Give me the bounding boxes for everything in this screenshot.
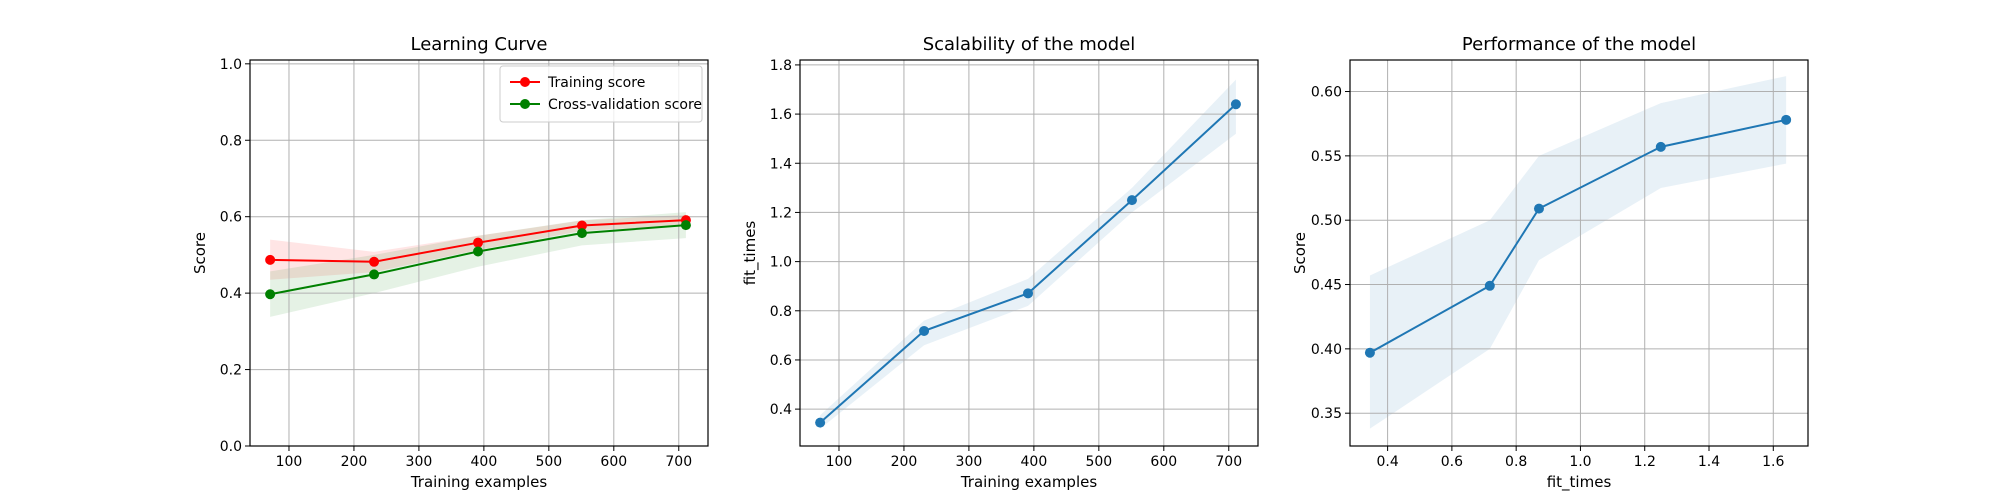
performance-ytick-label: 0.55 bbox=[1311, 149, 1342, 165]
scalability-ylabel: fit_times bbox=[741, 221, 760, 286]
learning-xtick-label: 300 bbox=[406, 454, 433, 470]
performance-ylabel: Score bbox=[1291, 232, 1309, 274]
performance-title: Performance of the model bbox=[1462, 34, 1696, 55]
scalability-xtick-label: 100 bbox=[826, 454, 853, 470]
performance-series-0-point bbox=[1781, 114, 1792, 125]
learning-xtick-label: 500 bbox=[535, 454, 562, 470]
performance-xtick-label: 1.4 bbox=[1698, 454, 1720, 470]
scalability-series-0-point bbox=[1126, 195, 1137, 206]
scalability-series-0-point bbox=[919, 325, 930, 336]
performance-ytick-label: 0.40 bbox=[1311, 342, 1342, 358]
performance-ytick-label: 0.60 bbox=[1311, 85, 1342, 101]
learning-series-1-point bbox=[680, 220, 691, 231]
scalability-title: Scalability of the model bbox=[923, 34, 1136, 55]
scalability-ytick-label: 1.6 bbox=[770, 107, 792, 123]
learning-ytick-label: 0.8 bbox=[220, 133, 242, 149]
legend-cross-validation-label: Cross-validation score bbox=[548, 97, 702, 113]
performance-ytick-label: 0.35 bbox=[1311, 406, 1342, 422]
scalability-panel: 100 200 300 400 500 600 700 0.4 0.6 0.8 1.0 1.2 1.4 1… bbox=[741, 34, 1259, 491]
scalability-ytick-label: 1.8 bbox=[770, 58, 792, 74]
scalability-frame bbox=[799, 59, 1259, 447]
learning-xtick-label: 700 bbox=[665, 454, 692, 470]
scalability-ticks: 100 200 300 400 500 600 700 0.4 0.6 0.8 1.0 1.2 1.4 1… bbox=[770, 58, 1242, 470]
learning-series-1-point bbox=[473, 246, 484, 257]
performance-bands bbox=[1369, 76, 1787, 429]
performance-xlabel: fit_times bbox=[1547, 473, 1612, 492]
learning-band-1 bbox=[270, 212, 686, 317]
scalability-series-0-point bbox=[1023, 288, 1034, 299]
learning-ytick-label: 0.4 bbox=[220, 286, 242, 302]
learning-series-0-point bbox=[369, 256, 380, 267]
scalability-xlabel: Training examples bbox=[960, 473, 1098, 491]
scalability-series-0-point bbox=[1230, 99, 1241, 110]
performance-panel: 0.4 0.6 0.8 1.0 1.2 1.4 1.6 0.35 0.40 0.45 0.50 0.5… bbox=[1291, 34, 1809, 492]
learning-xtick-label: 200 bbox=[341, 454, 368, 470]
performance-series-0-point bbox=[1655, 141, 1666, 152]
scalability-ytick-label: 1.4 bbox=[770, 156, 792, 172]
performance-frame bbox=[1349, 59, 1809, 447]
learning-curve-panel: 100 200 300 400 500 600 7000.00.20.40.60.81.0 … bbox=[191, 34, 709, 491]
performance-ytick-label: 0.50 bbox=[1311, 213, 1342, 229]
performance-lines bbox=[1364, 114, 1792, 358]
performance-xtick-label: 0.6 bbox=[1441, 454, 1463, 470]
legend-training-marker bbox=[520, 77, 530, 87]
learning-series-0-point bbox=[265, 254, 276, 265]
performance-series-0-point bbox=[1364, 347, 1375, 358]
learning-xtick-label: 400 bbox=[471, 454, 498, 470]
performance-series-0-point bbox=[1533, 203, 1544, 214]
learning-series-0-point bbox=[473, 237, 484, 248]
scalability-series-0-point bbox=[815, 417, 826, 428]
performance-xtick-label: 1.6 bbox=[1762, 454, 1784, 470]
learning-curve-lines bbox=[265, 215, 691, 300]
performance-xtick-label: 0.4 bbox=[1376, 454, 1398, 470]
scalability-xtick-label: 600 bbox=[1150, 454, 1177, 470]
scalability-band-0 bbox=[820, 79, 1236, 429]
legend: Training score Cross-validation score bbox=[499, 65, 703, 123]
scalability-grid bbox=[800, 60, 1258, 446]
scalability-ytick-label: 1.2 bbox=[770, 205, 792, 221]
learning-series-0-point bbox=[576, 220, 587, 231]
learning-curve-ticks: 100 200 300 400 500 600 700 0.0 0.2 0.4 0.6 0.8 1.0 bbox=[220, 57, 692, 470]
learning-curve-frame bbox=[249, 59, 709, 447]
learning-ytick-label: 0.6 bbox=[220, 210, 242, 226]
learning-xtick-label: 100 bbox=[276, 454, 303, 470]
performance-grid bbox=[1350, 60, 1808, 446]
learning-xtick-label: 600 bbox=[600, 454, 627, 470]
scalability-ytick-label: 1.0 bbox=[770, 255, 792, 271]
scalability-bands bbox=[820, 79, 1236, 429]
learning-ytick-label: 1.0 bbox=[220, 57, 242, 73]
performance-series-0-point bbox=[1484, 280, 1495, 291]
learning-curve-title: Learning Curve bbox=[411, 34, 548, 55]
performance-ticks: 0.4 0.6 0.8 1.0 1.2 1.4 1.6 0.35 0.40 0.45 0.50 0.5… bbox=[1311, 85, 1785, 470]
scalability-ytick-label: 0.6 bbox=[770, 353, 792, 369]
learning-curve-ylabel: Score bbox=[191, 232, 209, 274]
performance-ytick-label: 0.45 bbox=[1311, 278, 1342, 294]
scalability-xtick-label: 200 bbox=[891, 454, 918, 470]
learning-ytick-label: 0.2 bbox=[220, 363, 242, 379]
legend-cross-validation-marker bbox=[520, 99, 530, 109]
performance-xtick-label: 0.8 bbox=[1505, 454, 1527, 470]
scalability-ytick-label: 0.4 bbox=[770, 402, 792, 418]
scalability-xtick-label: 300 bbox=[956, 454, 983, 470]
legend-training-label: Training score bbox=[547, 75, 645, 91]
performance-xtick-label: 1.2 bbox=[1634, 454, 1656, 470]
learning-curve-xlabel: Training examples bbox=[410, 473, 548, 491]
scalability-lines bbox=[815, 99, 1241, 428]
performance-xtick-label: 1.0 bbox=[1569, 454, 1591, 470]
learning-ytick-label: 0.0 bbox=[220, 439, 242, 455]
scalability-ytick-label: 0.8 bbox=[770, 304, 792, 320]
learning-series-1-point bbox=[265, 289, 276, 300]
scalability-xtick-label: 500 bbox=[1085, 454, 1112, 470]
learning-series-1-point bbox=[369, 269, 380, 280]
performance-band-0 bbox=[1369, 76, 1787, 429]
learning-series-1-point bbox=[576, 228, 587, 239]
legend-box bbox=[499, 65, 703, 123]
scalability-xtick-label: 400 bbox=[1021, 454, 1048, 470]
scalability-xtick-label: 700 bbox=[1215, 454, 1242, 470]
